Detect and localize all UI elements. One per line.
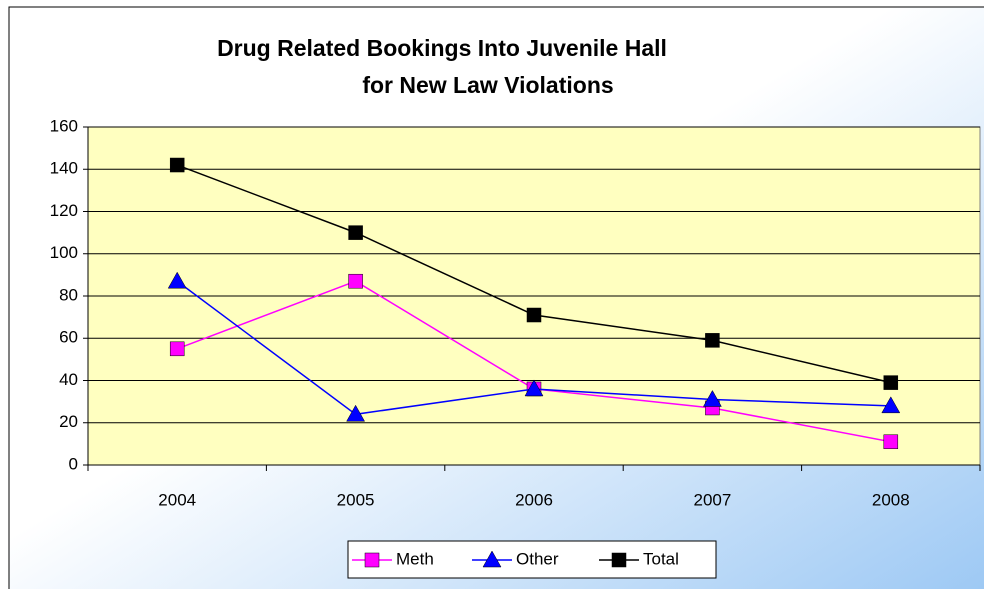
data-point — [883, 375, 899, 390]
y-tick-label: 20 — [59, 412, 78, 431]
data-point — [526, 307, 542, 323]
legend-label: Other — [516, 549, 559, 568]
data-point — [702, 390, 722, 407]
x-tick-label: 2007 — [693, 490, 731, 509]
y-tick-label: 100 — [50, 243, 78, 262]
legend — [347, 540, 717, 579]
legend-marker — [611, 552, 627, 568]
data-point — [346, 404, 366, 422]
y-tick-label: 60 — [59, 328, 78, 347]
legend-marker — [364, 552, 380, 568]
data-point — [169, 341, 185, 357]
data-point — [167, 271, 187, 289]
x-tick-label: 2008 — [872, 490, 910, 509]
data-point — [348, 225, 363, 240]
x-tick-label: 2004 — [158, 490, 196, 509]
x-tick-label: 2006 — [515, 490, 553, 509]
data-point — [881, 396, 901, 414]
x-tick-label: 2005 — [337, 490, 375, 509]
data-point — [883, 434, 899, 450]
legend-label: Total — [643, 549, 679, 568]
y-tick-label: 0 — [69, 454, 78, 473]
y-tick-label: 80 — [59, 285, 78, 304]
y-tick-label: 120 — [50, 201, 78, 220]
y-tick-label: 140 — [50, 159, 78, 178]
chart-title: Drug Related Bookings Into Juvenile Hall — [217, 35, 667, 61]
data-point — [524, 379, 544, 397]
data-point — [705, 333, 720, 348]
chart-title: for New Law Violations — [362, 72, 613, 98]
legend-marker — [482, 550, 502, 568]
data-point — [169, 157, 185, 173]
legend-label: Meth — [396, 549, 434, 568]
data-point — [348, 273, 363, 289]
y-tick-label: 160 — [50, 116, 78, 135]
y-tick-label: 40 — [59, 370, 78, 389]
